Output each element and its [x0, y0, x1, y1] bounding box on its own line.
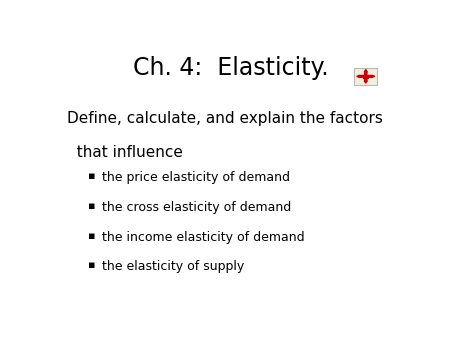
- Text: the elasticity of supply: the elasticity of supply: [102, 261, 244, 273]
- Polygon shape: [357, 75, 364, 77]
- Polygon shape: [364, 70, 367, 75]
- Text: the income elasticity of demand: the income elasticity of demand: [102, 231, 304, 244]
- Polygon shape: [364, 78, 367, 83]
- Text: ▪: ▪: [88, 201, 95, 211]
- Text: ▪: ▪: [88, 231, 95, 241]
- Text: the cross elasticity of demand: the cross elasticity of demand: [102, 201, 291, 214]
- Text: ▪: ▪: [88, 171, 95, 181]
- Bar: [364, 75, 368, 78]
- Text: the price elasticity of demand: the price elasticity of demand: [102, 171, 290, 184]
- Text: Define, calculate, and explain the factors: Define, calculate, and explain the facto…: [67, 111, 382, 126]
- Text: that influence: that influence: [67, 145, 183, 160]
- Polygon shape: [368, 75, 375, 77]
- FancyBboxPatch shape: [355, 68, 377, 85]
- Text: Ch. 4:  Elasticity.: Ch. 4: Elasticity.: [133, 56, 328, 80]
- Text: ▪: ▪: [88, 261, 95, 270]
